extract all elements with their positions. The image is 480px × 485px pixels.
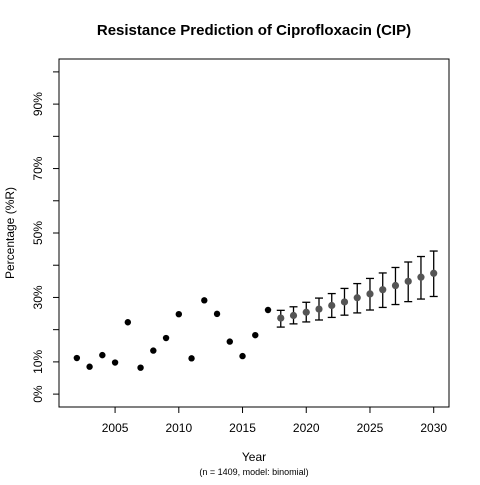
- x-axis: 2005 2010 2015 2020 2025 2030: [102, 407, 447, 435]
- x-tick-label: 2005: [102, 421, 129, 435]
- predicted-point: [277, 314, 285, 322]
- observed-point: [239, 352, 246, 360]
- predicted-point: [391, 281, 400, 290]
- observed-point: [150, 347, 157, 354]
- y-axis-label: Percentage (%R): [3, 187, 17, 279]
- y-tick-label: 10%: [31, 350, 45, 374]
- x-tick-label: 2020: [293, 421, 320, 435]
- x-tick-label: 2025: [357, 421, 384, 435]
- y-axis: 0% 10% 30% 50% 70% 90%: [31, 71, 59, 403]
- predicted-point: [417, 273, 425, 281]
- predicted-point: [379, 286, 387, 294]
- predicted-point: [328, 301, 336, 310]
- observed-point: [137, 364, 144, 371]
- y-tick-label: 90%: [31, 92, 45, 116]
- predicted-point: [315, 305, 323, 313]
- observed-point: [86, 363, 93, 370]
- predicted-point: [340, 298, 349, 306]
- predicted-point: [302, 308, 310, 316]
- x-tick-label: 2010: [165, 421, 192, 435]
- predicted-point: [366, 290, 374, 298]
- observed-point: [264, 306, 272, 314]
- predicted-point: [289, 311, 298, 320]
- observed-point: [73, 354, 81, 362]
- observed-point: [99, 351, 106, 359]
- plot-frame: [58, 58, 450, 408]
- observed-point: [201, 297, 208, 304]
- observed-point: [124, 319, 132, 326]
- chart-note: (n = 1409, model: binomial): [199, 467, 308, 477]
- observed-point: [175, 311, 183, 318]
- observed-point: [252, 331, 259, 339]
- predicted-point: [430, 269, 438, 277]
- observed-point: [111, 359, 119, 366]
- y-tick-label: 30%: [31, 285, 45, 309]
- observed-point: [162, 334, 170, 342]
- x-axis-label: Year: [242, 450, 266, 464]
- observed-series: [73, 297, 272, 371]
- predicted-point: [353, 294, 361, 302]
- observed-point: [213, 310, 221, 318]
- y-tick-label: 0%: [31, 385, 45, 403]
- predicted-series: [276, 250, 438, 328]
- x-tick-label: 2030: [420, 421, 447, 435]
- y-tick-label: 70%: [31, 156, 45, 180]
- observed-point: [188, 355, 195, 362]
- observed-point: [226, 338, 233, 345]
- y-tick-label: 50%: [31, 221, 45, 245]
- chart-title: Resistance Prediction of Ciprofloxacin (…: [97, 22, 411, 39]
- x-tick-label: 2015: [229, 421, 256, 435]
- predicted-point: [404, 277, 412, 285]
